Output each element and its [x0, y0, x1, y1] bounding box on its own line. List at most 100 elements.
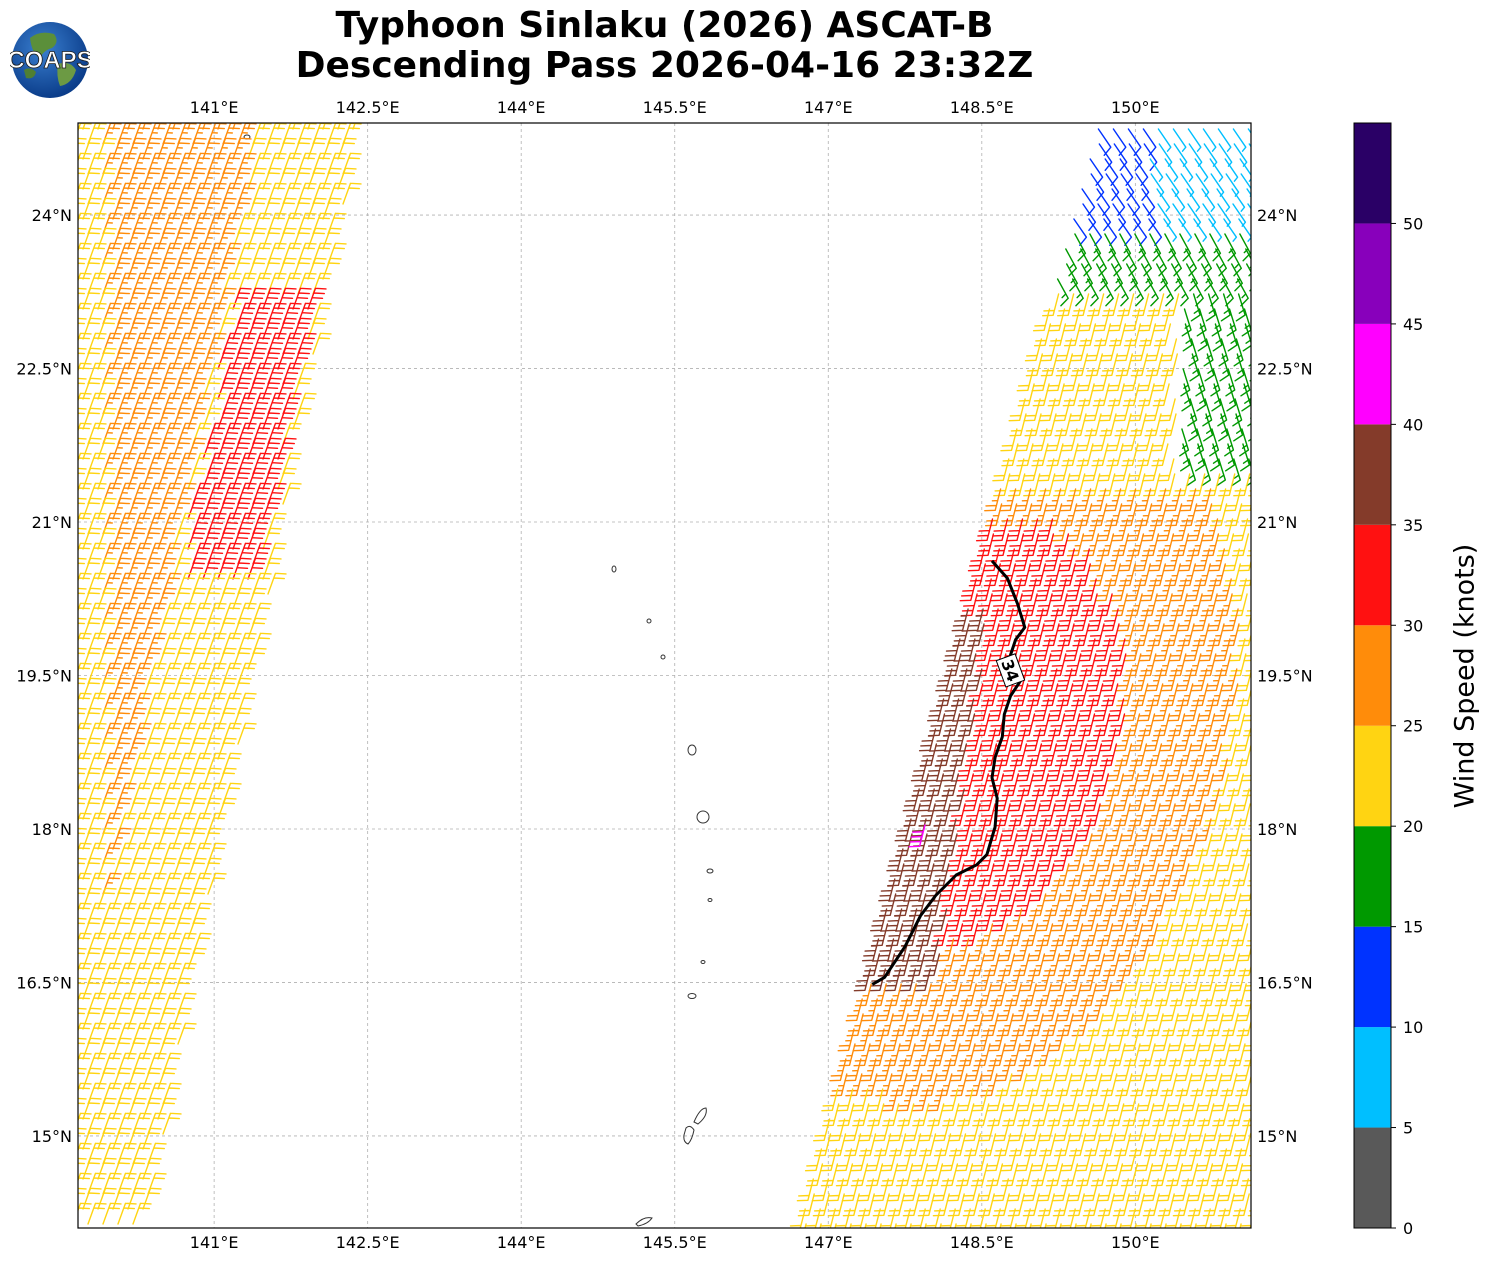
wind-barb [87, 692, 107, 715]
wind-barb [1081, 848, 1099, 872]
wind-barb [1028, 563, 1046, 587]
wind-barb [902, 863, 920, 887]
wind-barb [217, 497, 237, 520]
wind-barb [1227, 698, 1245, 722]
wind-barb [999, 1208, 1016, 1228]
wind-barb [1013, 563, 1031, 587]
wind-barb [112, 437, 132, 460]
wind-barb [1055, 353, 1073, 377]
wind-barb [1105, 503, 1123, 527]
wind-barb [1247, 398, 1251, 427]
wind-barb [1127, 863, 1145, 887]
wind-barb [1119, 1208, 1136, 1228]
wind-barb [1190, 998, 1208, 1022]
wind-barb [1125, 908, 1143, 932]
wind-barb [933, 1118, 951, 1142]
wind-barb [1163, 563, 1181, 587]
wind-barb [1232, 788, 1250, 812]
wind-barb [1040, 353, 1058, 377]
wind-barb [1212, 698, 1230, 722]
wind-barb [1247, 128, 1251, 135]
wind-barb [1131, 278, 1144, 307]
wind-barb [1134, 818, 1152, 842]
wind-barb [267, 302, 287, 325]
wind-barb [1176, 1013, 1194, 1037]
wind-barb [1235, 1074, 1251, 1097]
wind-barb [1060, 833, 1078, 857]
wind-barb [112, 467, 132, 490]
wind-barb [112, 917, 132, 940]
wind-barb [1075, 833, 1093, 857]
wind-barb [1127, 203, 1142, 231]
wind-barb [1214, 983, 1232, 1007]
wind-barb [1096, 1178, 1114, 1202]
wind-barb [813, 1118, 831, 1142]
wind-barb [132, 632, 152, 655]
wind-barb [157, 797, 177, 820]
wind-barb [1075, 428, 1093, 452]
wind-barb [932, 863, 950, 887]
wind-barb [157, 227, 177, 250]
wind-barb [102, 1052, 122, 1075]
wind-barb [157, 123, 161, 130]
wind-barb [892, 953, 911, 977]
wind-barb [1217, 863, 1235, 887]
wind-barb [1210, 443, 1221, 472]
wind-barb [207, 812, 227, 835]
wind-barb [1079, 653, 1097, 677]
wind-barb [1031, 773, 1049, 797]
wind-barb [112, 257, 132, 280]
wind-barb [117, 842, 137, 865]
wind-barb [910, 758, 928, 782]
wind-barb [1124, 653, 1142, 677]
wind-barb [1021, 1178, 1039, 1202]
wind-barb [987, 698, 1005, 722]
wind-barb [1212, 323, 1223, 352]
wind-barb [117, 362, 137, 385]
wind-barb [202, 797, 222, 820]
wind-barb [1205, 1073, 1223, 1097]
wind-barb [78, 512, 92, 523]
wind-barb [1151, 368, 1169, 392]
wind-barb [172, 647, 192, 670]
wind-barb [1083, 398, 1101, 422]
wind-barb [217, 587, 237, 610]
wind-barb [97, 407, 117, 430]
wind-barb [307, 137, 327, 160]
wind-barb [222, 572, 242, 595]
wind-barb [292, 407, 312, 430]
wind-barb [192, 302, 212, 325]
wind-barb [919, 1058, 937, 1082]
wind-barb [252, 362, 272, 385]
wind-barb [1127, 458, 1145, 482]
wind-barb [879, 893, 897, 917]
wind-barb [1231, 1178, 1249, 1202]
wind-barb [307, 257, 327, 280]
wind-barb [1027, 953, 1046, 977]
wind-barb [177, 662, 197, 685]
wind-barb [177, 782, 197, 805]
wind-barb [965, 998, 983, 1022]
wind-barb [1101, 1013, 1119, 1037]
wind-barb [82, 197, 102, 220]
wind-barb [1065, 248, 1077, 277]
wind-barb [237, 452, 257, 475]
wind-barb [102, 512, 122, 535]
wind-barb [805, 1163, 824, 1187]
wind-barb [1159, 743, 1178, 767]
wind-barb [925, 758, 943, 782]
wind-barb [297, 302, 317, 325]
wind-barb [1059, 1208, 1076, 1228]
wind-barb [1002, 1103, 1020, 1127]
wind-barb [1084, 413, 1102, 437]
wind-barb [1241, 308, 1251, 337]
wind-barb [1089, 818, 1107, 842]
wind-barb [1056, 683, 1074, 707]
wind-barb [102, 392, 122, 415]
wind-barb [1072, 623, 1090, 647]
wind-barb [1221, 683, 1239, 707]
wind-barb [117, 482, 137, 505]
wind-barb [861, 1013, 879, 1037]
wind-barb [1135, 173, 1150, 201]
wind-barb [1187, 788, 1205, 812]
